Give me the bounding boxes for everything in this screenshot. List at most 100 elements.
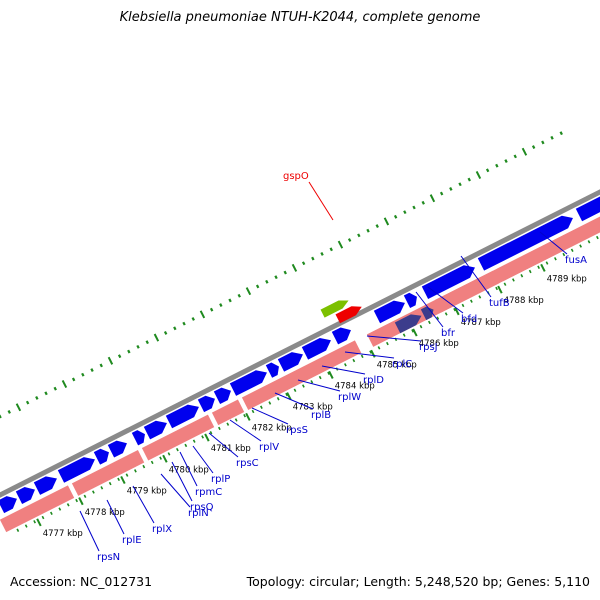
gc-dot (15, 403, 22, 412)
gc-dot (403, 210, 407, 215)
gene-arrow (301, 337, 331, 360)
gc-dot (504, 159, 508, 163)
gc-dot (237, 293, 241, 298)
gene-track (0, 196, 600, 514)
gene-arrow (131, 430, 145, 446)
gene-leader-line (160, 473, 191, 508)
gene-arrow (33, 476, 57, 495)
kbp-minor-tick (444, 312, 448, 316)
gene-leader-line (321, 365, 366, 375)
gene-label: bfd (461, 314, 477, 325)
gene-leader-line (229, 419, 262, 442)
gc-dot (7, 409, 11, 414)
gene-label: rplB (311, 410, 331, 421)
kbp-minor-tick (41, 515, 45, 520)
kbp-minor-tick (386, 341, 389, 346)
gc-dot (412, 205, 416, 210)
kbp-minor-tick (218, 426, 221, 431)
kbp-tick (78, 497, 84, 506)
kbp-minor-tick (344, 363, 347, 367)
kbp-label: 4789 kbp (547, 274, 587, 284)
gc-dot (475, 170, 482, 179)
gene-label: rplN (188, 508, 209, 519)
gene-leader-line (179, 451, 198, 487)
gspO-red-arrow (335, 306, 362, 324)
kbp-minor-tick (579, 244, 582, 248)
map-title: Klebsiella pneumoniae NTUH-K2044, comple… (119, 10, 481, 25)
kbp-label: 4786 kbp (419, 339, 459, 349)
kbp-minor-tick (554, 257, 557, 261)
gene-label: rplX (152, 524, 172, 535)
gc-dot (485, 168, 490, 173)
gene-leader-lines (79, 181, 568, 552)
gene-leader-line (106, 499, 125, 535)
kbp-minor-tick (83, 494, 87, 499)
kbp-minor-tick (142, 464, 146, 469)
gene-label: rpsJ (419, 342, 438, 353)
gc-dot (559, 131, 563, 136)
gspO-label: gspO (283, 171, 309, 182)
gene-arrow (265, 362, 279, 378)
kbp-minor-tick (285, 392, 288, 397)
kbp-minor-tick (125, 473, 129, 477)
gc-dot (209, 307, 214, 312)
kbp-minor-tick (50, 511, 53, 515)
gc-dot (44, 391, 48, 396)
kbp-tick (454, 307, 460, 316)
gc-dot (173, 326, 177, 331)
gene-leader-line (297, 379, 341, 392)
gc-dot (274, 275, 278, 280)
kbp-minor-tick (512, 278, 515, 282)
kbp-tick (245, 412, 251, 421)
gc-dot (495, 163, 499, 168)
gene-arrow (143, 420, 167, 440)
gc-dot (283, 270, 287, 275)
gene-arrow (277, 352, 303, 372)
gene-label: rpsC (236, 458, 259, 469)
kbp-minor-tick (234, 418, 238, 422)
kbp-minor-tick (428, 320, 431, 325)
kbp-minor-tick (327, 371, 330, 376)
operon-arrow (394, 314, 422, 334)
kbp-label: 4777 kbp (43, 529, 83, 539)
kbp-minor-tick (117, 477, 120, 482)
kbp-minor-tick (150, 460, 154, 465)
gene-label: rpmC (195, 487, 222, 498)
gc-dot (127, 349, 131, 354)
kbp-minor-tick (411, 329, 414, 333)
kbp-minor-tick (377, 346, 381, 350)
kbp-minor-tick (528, 269, 532, 274)
kbp-minor-tick (276, 397, 280, 401)
gc-dot (145, 340, 149, 345)
kbp-minor-tick (209, 430, 213, 435)
gene-leader-line (344, 351, 395, 359)
kbp-minor-tick (108, 481, 112, 486)
kbp-minor-tick (260, 405, 263, 409)
gc-dot (99, 363, 103, 368)
kbp-minor-tick (251, 409, 255, 414)
kbp-minor-tick (461, 303, 465, 308)
gc-dot (90, 368, 94, 373)
gene-leader-line (539, 231, 568, 255)
gc-dot (53, 386, 57, 391)
gene-arrow (229, 370, 267, 396)
gc-dot (393, 214, 398, 219)
gene-arrow (93, 448, 109, 465)
gspO-leader-line (308, 181, 334, 221)
kbp-minor-tick (310, 380, 314, 384)
kbp-minor-tick (58, 507, 62, 511)
kbp-minor-tick (243, 414, 246, 418)
kbp-minor-tick (562, 252, 566, 257)
kbp-tick (497, 285, 503, 294)
gc-dot (531, 145, 536, 150)
kbp-label: 4784 kbp (335, 382, 375, 392)
accession-text: Accession: NC_012731 (10, 574, 153, 589)
gene-leader-line (251, 407, 289, 425)
kbp-label: 4785 kbp (377, 360, 417, 370)
gc-dot (337, 240, 344, 249)
gc-dot (301, 261, 306, 266)
gc-dot (136, 344, 140, 349)
gene-leader-line (171, 461, 193, 502)
gene-label: rplD (363, 375, 384, 386)
